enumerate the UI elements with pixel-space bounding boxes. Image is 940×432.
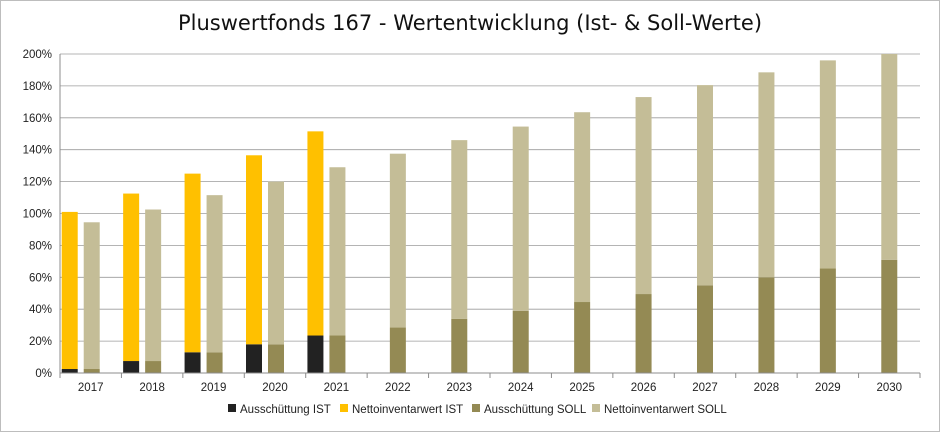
- bar-nettoinventarwert-ist: [61, 211, 78, 370]
- bar-ausschttung-soll: [881, 259, 898, 373]
- bar-nettoinventarwert-ist: [123, 193, 140, 362]
- x-tick-label: 2022: [385, 382, 411, 394]
- x-axis: 2017 2018 2019 2020 2021 2022 2023 2024 2025 2026…: [59, 54, 921, 394]
- y-tick-label: 160%: [23, 113, 52, 125]
- bar-ausschttung-ist: [307, 335, 324, 373]
- bar-ausschttung-soll: [574, 302, 591, 373]
- bar-nettoinventarwert-soll: [329, 167, 346, 336]
- bar-nettoinventarwert-soll: [635, 97, 652, 295]
- x-tick-label: 2017: [78, 382, 104, 394]
- bar-ausschttung-ist: [246, 344, 262, 373]
- bar-nettoinventarwert-soll: [145, 209, 162, 362]
- bar-ausschttung-ist: [123, 361, 140, 373]
- x-tick-label: 2026: [631, 382, 657, 394]
- bar-nettoinventarwert-soll: [83, 222, 100, 370]
- x-tick-label: 2020: [262, 382, 288, 394]
- bar-nettoinventarwert-ist: [184, 173, 201, 353]
- bar-ausschttung-soll: [206, 352, 223, 373]
- x-tick-label: 2021: [324, 382, 350, 394]
- y-tick-label: 120%: [23, 177, 52, 189]
- x-tick-label: 2019: [201, 382, 227, 394]
- bar-ausschttung-soll: [389, 327, 406, 373]
- bar-ausschttung-soll: [145, 361, 162, 373]
- bars: [61, 54, 898, 373]
- legend-label: Ausschüttung SOLL: [484, 404, 587, 416]
- y-tick-label: 40%: [29, 304, 52, 316]
- bar-ausschttung-soll: [819, 268, 836, 373]
- bar-ausschttung-ist: [184, 352, 201, 373]
- bar-nettoinventarwert-ist: [246, 155, 262, 345]
- bar-nettoinventarwert-soll: [697, 85, 713, 286]
- legend-swatch: [592, 404, 600, 412]
- bar-nettoinventarwert-soll: [268, 181, 284, 345]
- bar-ausschttung-soll: [512, 310, 529, 373]
- y-tick-label: 140%: [23, 145, 52, 157]
- x-tick-label: 2025: [569, 382, 595, 394]
- x-tick-label: 2023: [446, 382, 472, 394]
- bar-nettoinventarwert-soll: [451, 140, 468, 319]
- x-tick-label: 2018: [139, 382, 165, 394]
- legend-swatch: [340, 404, 348, 412]
- bar-ausschttung-soll: [329, 335, 346, 373]
- y-tick-label: 200%: [23, 49, 52, 61]
- bar-nettoinventarwert-soll: [389, 153, 406, 328]
- x-tick-label: 2027: [692, 382, 718, 394]
- y-tick-label: 180%: [23, 81, 52, 93]
- bar-ausschttung-soll: [758, 277, 775, 373]
- bar-ausschttung-ist: [61, 369, 78, 373]
- y-tick-label: 100%: [23, 209, 52, 221]
- legend-label: Nettoinventarwert IST: [352, 404, 463, 416]
- legend-swatch: [228, 404, 236, 412]
- legend: Ausschüttung IST Nettoinventarwert IST Aus…: [228, 404, 727, 416]
- legend-swatch: [472, 404, 480, 412]
- y-tick-label: 20%: [29, 336, 52, 348]
- bar-nettoinventarwert-ist: [307, 131, 324, 336]
- bar-nettoinventarwert-soll: [574, 112, 591, 303]
- y-tick-label: 0%: [35, 368, 52, 380]
- chart-title: Pluswertfonds 167 - Wertentwicklung (Ist…: [178, 11, 762, 35]
- x-tick-label: 2028: [754, 382, 780, 394]
- bar-nettoinventarwert-soll: [206, 195, 223, 353]
- bar-ausschttung-soll: [697, 285, 713, 373]
- y-axis-ticks: 0% 20% 40% 60% 80% 100% 120% 140% 160% 180% 200%: [23, 49, 52, 380]
- y-tick-label: 60%: [29, 272, 52, 284]
- bar-nettoinventarwert-soll: [758, 72, 775, 278]
- bar-nettoinventarwert-soll: [881, 54, 898, 260]
- x-tick-label: 2030: [876, 382, 902, 394]
- bar-nettoinventarwert-soll: [512, 126, 529, 311]
- x-tick-label: 2029: [815, 382, 841, 394]
- bar-ausschttung-soll: [268, 344, 284, 373]
- bar-nettoinventarwert-soll: [819, 60, 836, 269]
- y-tick-label: 80%: [29, 240, 52, 252]
- legend-label: Nettoinventarwert SOLL: [604, 404, 727, 416]
- x-tick-label: 2024: [508, 382, 534, 394]
- bar-ausschttung-soll: [451, 318, 468, 373]
- bar-ausschttung-soll: [635, 294, 652, 373]
- legend-label: Ausschüttung IST: [240, 404, 331, 416]
- bar-ausschttung-soll: [83, 369, 100, 373]
